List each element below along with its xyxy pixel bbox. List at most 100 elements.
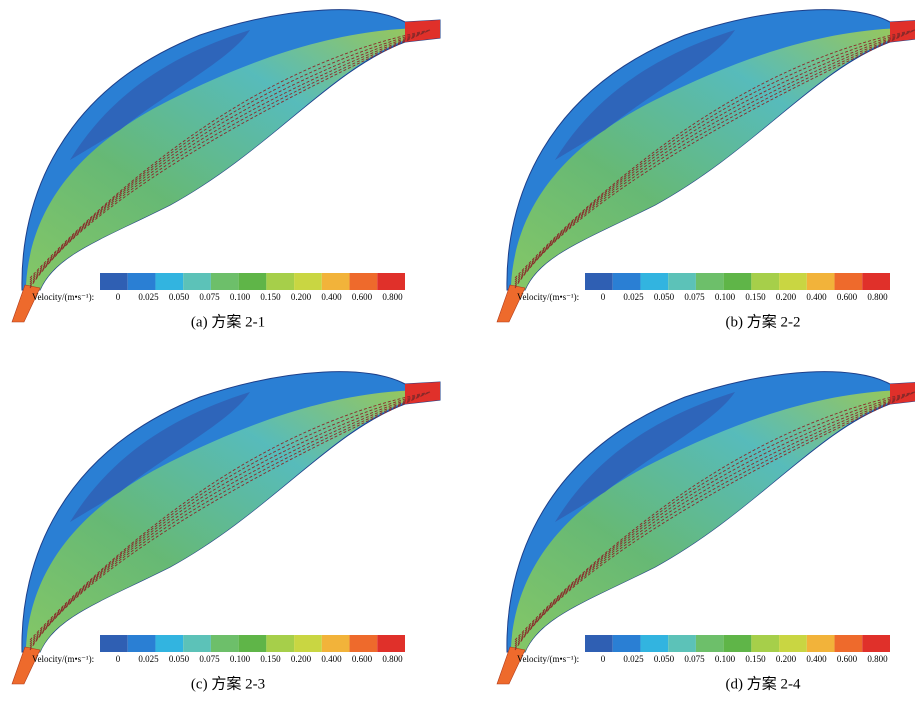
colorbar-swatch [349,635,378,652]
streamline [514,29,915,285]
panel: Velocity/(m•s⁻¹): 0 0.025 0.050 0.075 0.100 0.… [496,371,915,692]
colorbar-tick: 0.200 [291,292,312,302]
colorbar-tick: 0.025 [138,292,159,302]
streamline [514,391,915,647]
low-velocity-zone [70,392,250,522]
colorbar-tick: 0.025 [623,292,644,302]
colorbar-swatch [585,635,613,652]
colorbar-tick: 0.075 [199,654,220,664]
colorbar-tick: 0.150 [745,654,766,664]
colorbar-swatch [668,635,696,652]
colorbar-swatch [862,635,890,652]
colorbar-tick: 0 [601,292,606,302]
colorbar-tick: 0.150 [745,292,766,302]
colorbar: Velocity/(m•s⁻¹): 0 0.025 0.050 0.075 0.100 0.… [517,273,890,302]
colorbar-tick: 0.400 [321,654,342,664]
colorbar-tick: 0.050 [169,654,190,664]
flow-band [511,390,905,652]
colorbar-tick: 0.400 [806,654,827,664]
low-velocity-zone [555,392,735,522]
streamline [29,29,431,289]
streamline [514,391,915,649]
colorbar-swatch [266,273,295,290]
colorbar-swatch [377,273,405,290]
colorbar-swatch [155,635,184,652]
streamline [514,29,915,279]
streamline [29,29,431,283]
colorbar-swatch [210,635,239,652]
colorbar-tick: 0.100 [230,292,251,302]
inlet-pipe [496,284,526,323]
colorbar-swatch [834,273,863,290]
colorbar-swatch [612,273,641,290]
colorbar-tick: 0.200 [776,654,797,664]
streamline [29,29,431,279]
colorbar-swatch [238,273,267,290]
streamline [514,391,915,651]
colorbar-swatch [695,273,724,290]
colorbar-tick: 0.600 [352,292,373,302]
colorbar-tick: 0 [116,654,121,664]
flow-band [511,28,905,290]
colorbar-swatch [640,635,669,652]
streamline [29,391,431,641]
colorbar-swatch [612,635,641,652]
colorbar-tick: 0 [116,292,121,302]
caption: (c) 方案 2-3 [191,674,265,692]
colorbar-swatch [321,273,350,290]
flow-band [26,28,420,290]
colorbar-swatch [585,273,613,290]
colorbar-tick: 0.600 [837,654,858,664]
colorbar-swatch [127,273,156,290]
colorbar-swatch [100,273,128,290]
colorbar-tick: 0.150 [260,654,281,664]
colorbar-tick: 0.800 [382,654,403,664]
colorbar-swatch [266,635,295,652]
colorbar-swatch [779,635,807,652]
colorbar-label: Velocity/(m•s⁻¹): [32,292,94,302]
colorbar-tick: 0.025 [623,654,644,664]
colorbar-tick: 0.400 [806,292,827,302]
colorbar-swatch [640,273,669,290]
colorbar-swatch [294,273,322,290]
low-velocity-zone [555,30,735,160]
colorbar: Velocity/(m•s⁻¹): 0 0.025 0.050 0.075 0.100 0.… [517,635,890,664]
colorbar-swatch [294,635,322,652]
streamline [29,391,431,645]
colorbar-swatch [100,635,128,652]
colorbar-tick: 0.150 [260,292,281,302]
caption: (a) 方案 2-1 [191,312,265,330]
inlet-pipe [496,646,526,685]
colorbar-tick: 0.025 [138,654,159,664]
colorbar-tick: 0.400 [321,292,342,302]
colorbar-tick: 0.200 [776,292,797,302]
colorbar-swatch [238,635,267,652]
colorbar-tick: 0.100 [715,654,736,664]
colorbar-tick: 0.600 [837,292,858,302]
colorbar-tick: 0.075 [199,292,220,302]
colorbar-swatch [723,273,752,290]
colorbar-tick: 0.100 [230,654,251,664]
caption: (d) 方案 2-4 [726,674,801,692]
streamline [29,391,431,651]
streamline [29,391,431,649]
flow-band [26,390,420,652]
colorbar-swatch [862,273,890,290]
colorbar-tick: 0.600 [352,654,373,664]
caption: (b) 方案 2-2 [726,312,801,330]
streamline [29,391,431,647]
colorbar-tick: 0.800 [867,292,888,302]
outlet-pipe [890,20,915,42]
panel: Velocity/(m•s⁻¹): 0 0.025 0.050 0.075 0.100 0.… [11,9,441,330]
colorbar-swatch [183,635,211,652]
low-velocity-zone [70,30,250,160]
colorbar-tick: 0.050 [654,654,675,664]
streamline [514,391,915,641]
streamline [29,29,431,285]
colorbar-tick: 0.100 [715,292,736,302]
colorbar: Velocity/(m•s⁻¹): 0 0.025 0.050 0.075 0.100 0.… [32,273,405,302]
colorbar-swatch [127,635,156,652]
colorbar: Velocity/(m•s⁻¹): 0 0.025 0.050 0.075 0.100 0.… [32,635,405,664]
colorbar-swatch [183,273,211,290]
